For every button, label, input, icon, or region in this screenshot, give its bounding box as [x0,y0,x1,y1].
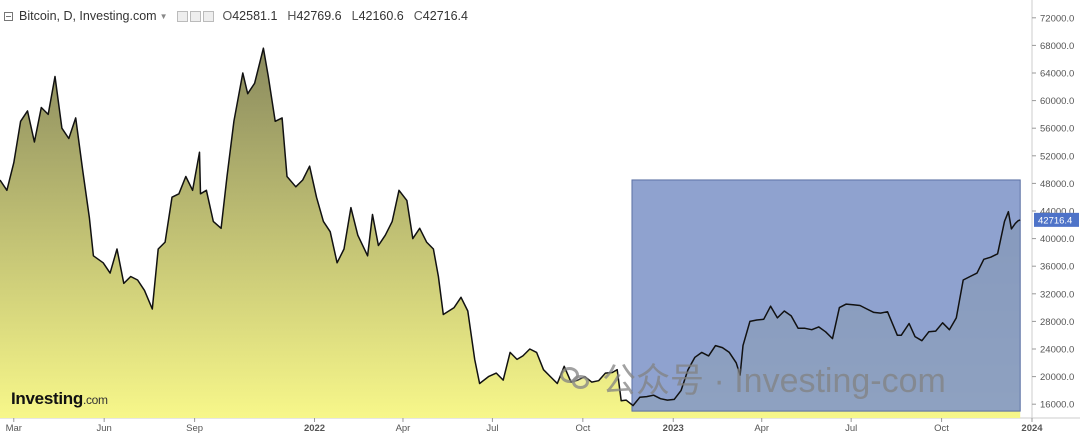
last-price-box [1034,212,1079,227]
high-number: 42769.6 [296,9,342,23]
x-tick-label: 2022 [304,423,325,433]
y-tick-label: 68000.0 [1040,41,1074,52]
x-tick-label: 2023 [663,423,684,433]
highlight-rectangle[interactable] [631,179,1021,412]
settings-icon[interactable] [177,10,189,22]
x-tick-label: Oct [575,423,590,433]
x-tick-label: Jun [97,423,112,433]
x-tick-label: Oct [934,423,949,433]
investing-logo: Investing.com [11,389,108,409]
logo-brand: Investing [11,389,83,408]
y-tick-label: 44000.0 [1040,207,1074,218]
legend-tools [177,10,215,22]
x-tick-label: Jul [486,423,498,433]
x-axis: Mar Jun Sep 2022 Apr Jul Oct 2023 Apr Jul Oct 2024 [6,418,1043,433]
open-number: 42581.1 [232,9,278,23]
collapse-icon[interactable] [4,11,13,21]
y-tick-label: 32000.0 [1040,289,1074,300]
close-value: C42716.4 [414,9,468,23]
close-number: 42716.4 [422,9,468,23]
wechat-icon [560,365,590,391]
close-label: C [413,9,423,23]
y-axis: 16000.0 20000.0 24000.0 28000.0 32000.0 36000… [1032,13,1074,411]
y-tick-label: 72000.0 [1040,13,1074,24]
logo-domain: .com [82,393,108,407]
low-value: L42160.6 [352,9,404,23]
x-tick-label: Jul [845,423,857,433]
open-value: O42581.1 [222,9,277,23]
open-label: O [222,9,233,23]
y-tick-label: 16000.0 [1040,400,1074,411]
x-tick-label: 2024 [1021,423,1043,433]
y-tick-label: 60000.0 [1040,96,1074,107]
last-price-label: 42716.4 [1038,215,1072,226]
y-tick-label: 20000.0 [1040,372,1074,383]
x-tick-label: Apr [396,423,411,433]
x-tick-label: Mar [6,423,22,433]
watermark: 公众号 · Investing-com [560,353,946,402]
y-tick-label: 24000.0 [1040,345,1074,356]
y-tick-label: 48000.0 [1040,179,1074,190]
symbol-title[interactable]: Bitcoin, D, Investing.com [19,9,157,23]
y-tick-label: 64000.0 [1040,69,1074,80]
x-tick-label: Apr [754,423,769,433]
last-price-tag: 42716.4 [1034,212,1079,227]
watermark-text: 公众号 · Investing-com [602,362,946,400]
high-label: H [287,9,297,23]
hide-icon[interactable] [190,10,202,22]
y-tick-label: 36000.0 [1040,262,1074,273]
price-line[interactable] [0,47,1021,407]
low-number: 42160.6 [358,9,404,23]
chart-header: Bitcoin, D, Investing.com ▼ O42581.1 H42… [4,7,478,25]
y-tick-label: 28000.0 [1040,317,1074,328]
y-tick-label: 52000.0 [1040,151,1074,162]
chevron-down-icon[interactable]: ▼ [159,11,168,21]
y-tick-label: 56000.0 [1040,124,1074,135]
y-tick-label: 40000.0 [1040,234,1074,245]
remove-icon[interactable] [203,10,215,22]
high-value: H42769.6 [287,9,341,23]
x-tick-label: Sep [186,423,203,433]
low-label: L [351,9,359,23]
